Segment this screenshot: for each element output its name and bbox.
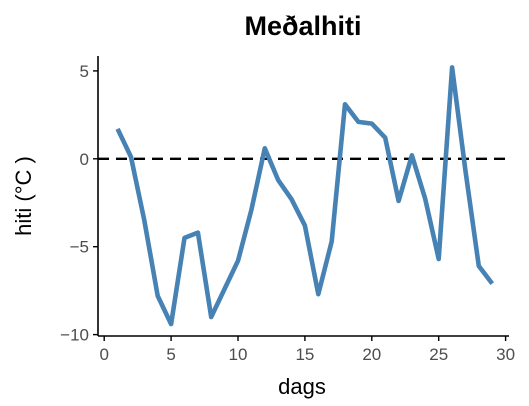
x-axis-title: dags (278, 374, 326, 399)
y-tick-label: 5 (80, 62, 89, 81)
x-tick-label: 25 (429, 345, 448, 364)
x-tick-label: 0 (99, 345, 108, 364)
x-tick-label: 15 (295, 345, 314, 364)
series-line-0 (115, 65, 495, 327)
x-tick-label: 5 (166, 345, 175, 364)
plot-area (98, 65, 509, 327)
y-axis-ticks: −10 −5 0 5 (60, 62, 98, 345)
y-tick-label: −5 (70, 238, 89, 257)
x-axis-ticks: 0 5 10 15 20 25 30 (99, 336, 515, 364)
y-tick-label: 0 (80, 150, 89, 169)
x-tick-label: 10 (229, 345, 248, 364)
y-tick-label: −10 (60, 326, 89, 345)
x-tick-label: 20 (362, 345, 381, 364)
y-axis-title: hiti (°C ) (11, 156, 36, 236)
chart-title: Meðalhiti (244, 11, 361, 41)
x-tick-label: 30 (496, 345, 515, 364)
